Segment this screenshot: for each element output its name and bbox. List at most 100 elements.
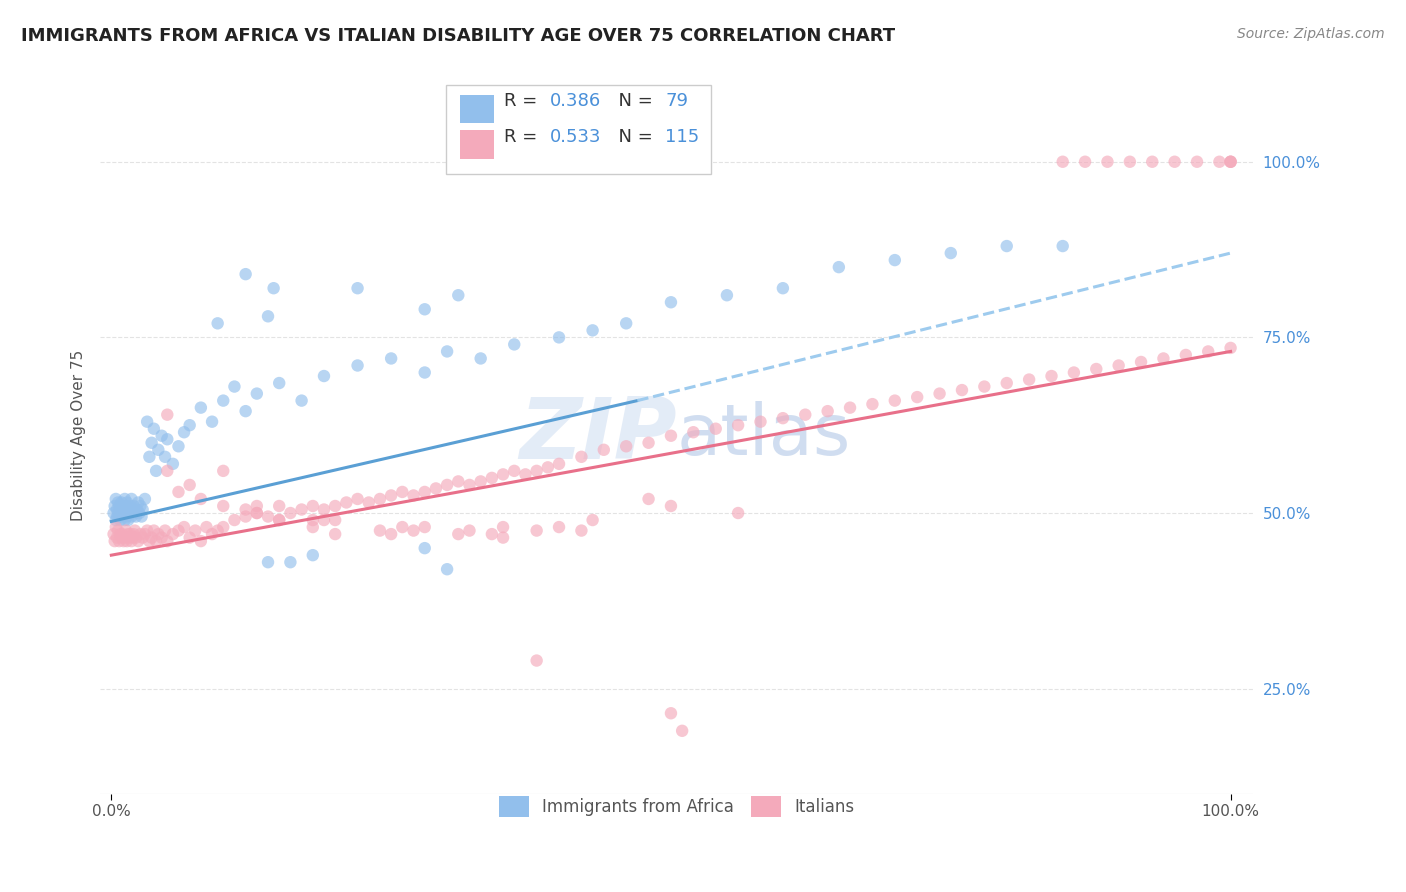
Point: [280, 555, 302, 569]
Point: [391, 520, 413, 534]
Point: [190, 401, 212, 415]
Point: [246, 506, 269, 520]
Point: [301, 499, 323, 513]
Point: [108, 509, 131, 524]
Point: [548, 520, 571, 534]
Point: [269, 499, 291, 513]
Point: [207, 316, 229, 330]
Point: [346, 491, 368, 506]
Point: [269, 376, 291, 390]
Point: [503, 464, 526, 478]
Point: [413, 541, 436, 556]
Point: [323, 527, 346, 541]
Point: [335, 495, 357, 509]
Point: [111, 499, 134, 513]
Point: [346, 281, 368, 295]
Point: [950, 383, 973, 397]
Point: [301, 513, 323, 527]
Point: [704, 422, 727, 436]
Text: atlas: atlas: [676, 401, 851, 470]
Point: [121, 491, 143, 506]
Point: [201, 415, 224, 429]
Point: [150, 531, 173, 545]
Point: [1085, 362, 1108, 376]
Point: [614, 316, 637, 330]
Point: [995, 239, 1018, 253]
Point: [323, 499, 346, 513]
Point: [659, 295, 682, 310]
Point: [195, 520, 218, 534]
Point: [425, 482, 447, 496]
Text: 0.386: 0.386: [550, 92, 600, 110]
Point: [121, 502, 143, 516]
Point: [122, 499, 145, 513]
Point: [179, 478, 201, 492]
Point: [1018, 372, 1040, 386]
Point: [153, 450, 176, 464]
Point: [581, 513, 603, 527]
Point: [402, 524, 425, 538]
Point: [148, 527, 170, 541]
Point: [114, 491, 136, 506]
Point: [548, 330, 571, 344]
Point: [115, 506, 138, 520]
FancyBboxPatch shape: [446, 85, 711, 174]
Point: [391, 485, 413, 500]
Point: [413, 485, 436, 500]
Point: [111, 527, 134, 541]
Point: [105, 502, 128, 516]
Point: [136, 415, 159, 429]
Point: [727, 506, 749, 520]
Point: [581, 323, 603, 337]
Point: [110, 527, 132, 541]
Point: [1219, 341, 1241, 355]
Point: [201, 527, 224, 541]
Point: [291, 393, 314, 408]
Point: [1208, 154, 1230, 169]
Point: [380, 488, 402, 502]
Point: [537, 460, 560, 475]
Point: [447, 475, 470, 489]
Point: [939, 246, 962, 260]
Point: [772, 411, 794, 425]
Point: [120, 499, 142, 513]
Point: [121, 531, 143, 545]
Point: [357, 495, 380, 509]
Point: [312, 369, 335, 384]
Point: [246, 386, 269, 401]
Point: [145, 464, 167, 478]
Point: [515, 467, 537, 482]
Point: [121, 534, 143, 549]
Point: [436, 344, 458, 359]
Point: [257, 310, 280, 324]
Point: [447, 288, 470, 302]
Point: [111, 506, 134, 520]
Point: [1219, 154, 1241, 169]
Point: [368, 491, 391, 506]
Point: [323, 513, 346, 527]
Point: [142, 524, 165, 538]
Point: [470, 475, 492, 489]
Point: [124, 524, 146, 538]
Point: [839, 401, 862, 415]
Point: [413, 366, 436, 380]
Point: [162, 457, 184, 471]
Point: [110, 531, 132, 545]
Text: IMMIGRANTS FROM AFRICA VS ITALIAN DISABILITY AGE OVER 75 CORRELATION CHART: IMMIGRANTS FROM AFRICA VS ITALIAN DISABI…: [21, 27, 896, 45]
Point: [115, 524, 138, 538]
Point: [263, 281, 285, 295]
Point: [108, 534, 131, 549]
Point: [107, 495, 129, 509]
Point: [167, 485, 190, 500]
Point: [1219, 154, 1241, 169]
Point: [1108, 359, 1130, 373]
Point: [156, 464, 179, 478]
Point: [447, 527, 470, 541]
Point: [212, 393, 235, 408]
Point: [269, 513, 291, 527]
Point: [291, 502, 314, 516]
Point: [117, 513, 139, 527]
Point: [103, 527, 125, 541]
Point: [637, 491, 659, 506]
Point: [107, 506, 129, 520]
